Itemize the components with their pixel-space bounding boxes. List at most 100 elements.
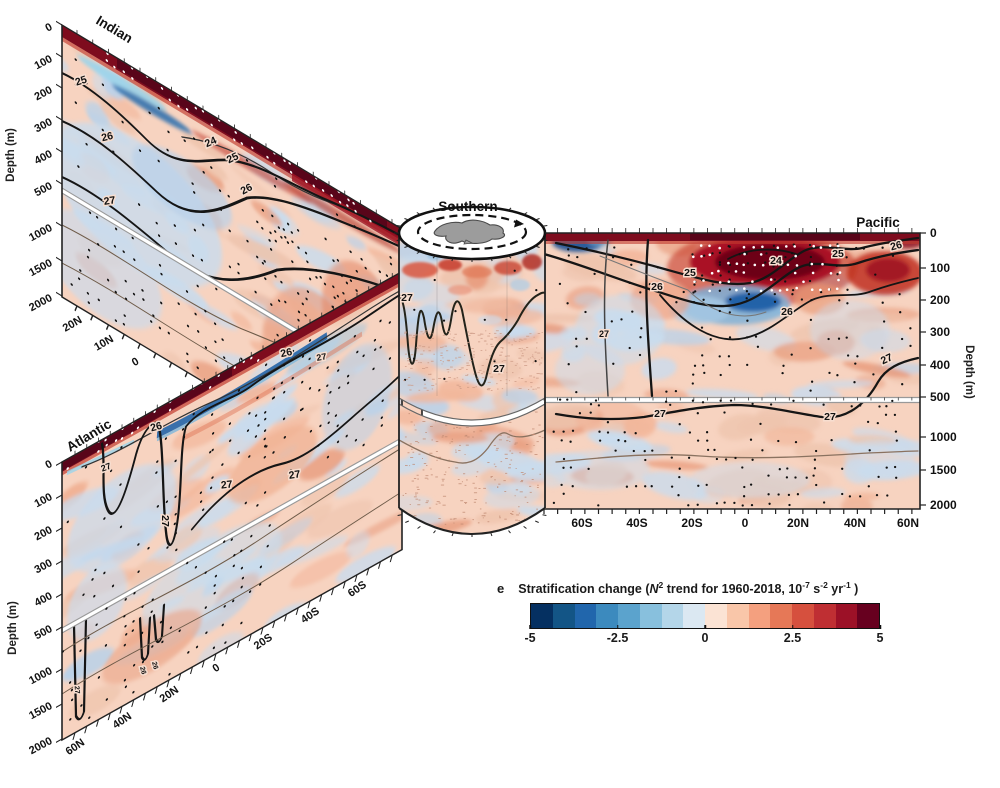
stipple-dot [87, 248, 91, 252]
tick-label: 60S [571, 516, 592, 530]
stipple-dot [240, 566, 244, 570]
stipple-dot [251, 146, 254, 150]
stipple-dot [566, 302, 569, 305]
stipple-dot [213, 584, 216, 587]
stipple-dot [280, 235, 283, 239]
tick-label: 1000 [930, 430, 957, 444]
stipple-dot [710, 271, 714, 275]
stipple-dot [221, 338, 224, 342]
tick-label: 40S [299, 605, 322, 626]
stipple-dot [175, 548, 178, 552]
stipple-dot [674, 389, 678, 393]
contour-label-pacific: 24 [770, 255, 782, 267]
tick-label: 400 [33, 590, 55, 609]
stipple-dot [678, 475, 681, 479]
stipple-dot [273, 184, 277, 188]
stipple-dot [388, 321, 391, 324]
atlantic-axis-ticks [56, 272, 393, 743]
stipple-dot [227, 194, 230, 198]
stipple-dot [257, 359, 260, 362]
stipple-dot [841, 467, 844, 470]
stipple-dot [70, 283, 73, 286]
stipple-dot [141, 660, 145, 664]
stipple-dot [301, 355, 305, 358]
stipple-dot [160, 272, 163, 276]
tick-label: 300 [33, 116, 55, 135]
stipple-dot [327, 421, 330, 425]
stipple-dot [589, 411, 592, 414]
stipple-dot [792, 399, 795, 402]
stipple-dot [534, 360, 537, 363]
stipple-dot [210, 166, 213, 169]
stipple-dot [741, 466, 744, 469]
atlantic-depth-axis-label: Depth (m) [7, 601, 19, 655]
stipple-dot [374, 348, 377, 351]
stipple-dot [708, 253, 712, 257]
stipple-dot [87, 636, 90, 640]
stipple-dot [631, 310, 634, 313]
stipple-dot [835, 287, 839, 291]
stipple-dot [664, 400, 668, 403]
stipple-dot [200, 258, 204, 262]
stipple-dot [692, 255, 695, 259]
stipple-dot [598, 439, 602, 442]
stipple-dot [286, 241, 290, 244]
stipple-dot [137, 543, 140, 546]
stipple-dot [837, 253, 841, 256]
stipple-dot [297, 318, 300, 322]
stipple-dot [578, 412, 582, 415]
stipple-dot [643, 449, 646, 453]
stipple-dot [810, 380, 814, 383]
stipple-dot [708, 244, 711, 248]
tick-label: 40N [844, 516, 866, 530]
stipple-dot [893, 465, 897, 469]
contour-label-atlantic: 27 [73, 686, 81, 694]
stipple-dot [288, 161, 291, 165]
colorbar-tick-label: 5 [876, 631, 884, 646]
stipple-dot [819, 246, 823, 249]
stipple-dot [606, 431, 610, 434]
stipple-dot [639, 291, 642, 294]
stipple-dot [692, 373, 695, 376]
stipple-dot [805, 476, 808, 479]
stipple-dot [866, 420, 870, 424]
tick-label: 2000 [27, 735, 54, 757]
stipple-dot [111, 584, 115, 588]
stipple-dot [193, 191, 196, 194]
legend-title-close: ) [850, 582, 859, 597]
stipple-dot [157, 159, 160, 163]
stipple-dot [197, 330, 200, 333]
stipple-dot [327, 401, 330, 405]
stipple-dot [266, 544, 269, 548]
stipple-dot [132, 690, 135, 694]
stipple-dot [349, 279, 353, 282]
stipple-dot [237, 451, 240, 455]
stipple-dot [77, 277, 81, 281]
stipple-dot [651, 449, 654, 452]
stipple-dot [886, 494, 889, 497]
stipple-dot [308, 339, 312, 342]
stipple-dot [280, 280, 283, 284]
tick-label: 20S [252, 632, 275, 653]
stipple-dot [296, 229, 300, 232]
stipple-dot [718, 309, 721, 313]
stipple-dot [131, 77, 134, 80]
stipple-dot [567, 254, 570, 257]
stipple-dot [772, 244, 776, 247]
stipple-dot [277, 226, 281, 229]
stipple-dot [158, 326, 162, 330]
tick-label: 1500 [27, 257, 54, 279]
stipple-dot [158, 263, 162, 267]
stipple-dot [821, 262, 824, 266]
stipple-dot [123, 678, 127, 682]
stipple-dot [106, 278, 110, 282]
stipple-dot [846, 302, 849, 305]
stipple-dot [269, 248, 273, 251]
colorbar-cell [857, 604, 879, 629]
stipple-dot [113, 65, 116, 69]
stipple-dot [74, 58, 77, 61]
stipple-dot [114, 319, 118, 322]
stipple-dot [574, 337, 578, 340]
stipple-dot [160, 301, 163, 305]
stipple-dot [751, 402, 754, 406]
